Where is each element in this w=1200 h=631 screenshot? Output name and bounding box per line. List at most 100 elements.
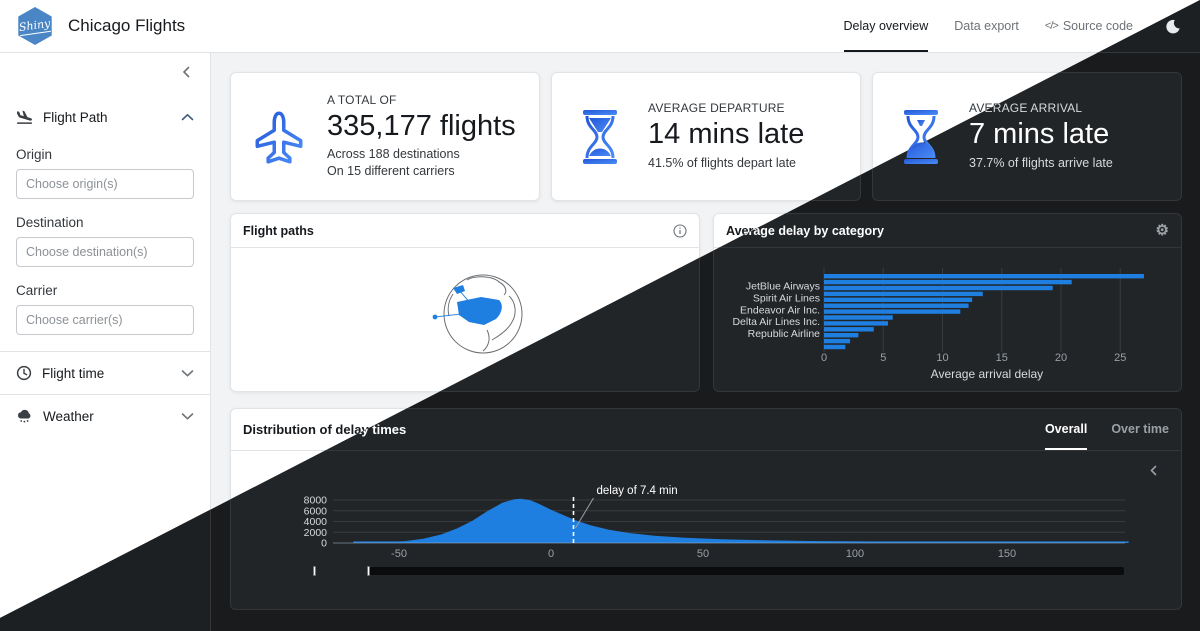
range-slider-track[interactable] [368, 567, 1124, 575]
y-tick-label: 2000 [304, 527, 328, 539]
card-title: Flight paths [243, 223, 314, 238]
chevron-up-icon [181, 110, 194, 125]
category-label: Spirit Air Lines [753, 293, 820, 305]
accordion-label: Flight time [42, 365, 105, 381]
bar [824, 338, 851, 344]
category-label: Delta Air Lines Inc. [732, 316, 820, 328]
chevron-left-icon[interactable] [1149, 463, 1158, 481]
x-tick-label: 0 [548, 548, 554, 560]
value-box-value: 14 mins late [648, 118, 805, 151]
accordion-header-weather[interactable]: Weather [0, 394, 210, 437]
tab-source-code[interactable]: </>Source code [1045, 0, 1133, 52]
value-box-title: A TOTAL OF [327, 92, 397, 107]
value-box-subtitle: 41.5% of flights depart late [648, 155, 797, 170]
bar [824, 344, 846, 350]
value-box-title: AVERAGE ARRIVAL [969, 101, 1083, 116]
origin-input[interactable] [16, 169, 194, 199]
tab-data-export[interactable]: Data export [954, 0, 1019, 52]
flight-paths-map [231, 248, 699, 391]
shiny-logo-text: Shiny [18, 16, 52, 36]
histogram-area [353, 498, 1129, 543]
chevron-left-icon [182, 66, 190, 78]
tab-label: Data export [954, 19, 1019, 33]
accordion-label: Weather [43, 408, 94, 424]
accordion-header-flight-path[interactable]: Flight Path [16, 103, 194, 131]
bar [824, 291, 983, 297]
accordion-flight-path: Flight Path Origin Destination Carrier [0, 93, 210, 337]
x-tick-label: 15 [996, 352, 1008, 364]
destination-input[interactable] [16, 237, 194, 267]
dark-mode-toggle[interactable] [1165, 19, 1180, 34]
bar [824, 279, 1072, 285]
clock-icon [16, 365, 32, 381]
range-slider [310, 565, 1126, 577]
destination-label: Destination [16, 215, 84, 230]
tab-over-time[interactable]: Over time [1111, 421, 1169, 436]
x-tick-label: -50 [391, 548, 407, 560]
plane-icon [255, 110, 303, 164]
moon-icon [1166, 19, 1180, 33]
tab-delay-overview[interactable]: Delay overview [843, 0, 929, 52]
value-box-total-flights: A TOTAL OF 335,177 flights Across 188 de… [230, 72, 540, 201]
tab-label: Delay overview [843, 19, 929, 33]
range-slider-handle-left[interactable] [313, 566, 316, 576]
x-tick-label: 100 [846, 548, 864, 560]
bar [824, 309, 961, 314]
category-label: Endeavor Air Inc. [740, 304, 820, 316]
accordion-body-flight-path: Origin Destination Carrier [16, 147, 194, 335]
hourglass-start-icon [583, 109, 617, 164]
navbar: Shiny Chicago Flights Delay overview Dat… [0, 0, 1200, 53]
x-tick-label: 10 [936, 352, 948, 364]
carrier-label: Carrier [16, 283, 58, 298]
bar [824, 321, 888, 326]
average-delay-card: Average delay by category ⚙ 0 5 10 15 20 25 Je… [713, 213, 1182, 392]
bar [824, 285, 1053, 291]
tab-label: Source code [1062, 19, 1133, 33]
y-tick-label: 6000 [304, 505, 328, 517]
chevron-down-icon [181, 366, 194, 381]
x-tick-label: 150 [998, 548, 1016, 560]
histogram-baseline-strip [353, 541, 1129, 543]
range-slider-handle-right[interactable] [367, 566, 370, 576]
x-tick-label: 20 [1055, 352, 1067, 364]
accordion-label: Flight Path [43, 109, 108, 125]
bar [824, 274, 1144, 279]
value-box-average-departure: AVERAGE DEPARTURE 14 mins late 41.5% of … [551, 72, 861, 201]
carrier-input[interactable] [16, 305, 194, 335]
annotation-arrow [575, 497, 594, 529]
code-icon: </> [1044, 20, 1059, 32]
x-tick-label: 0 [821, 352, 827, 364]
x-tick-label: 50 [697, 548, 709, 560]
x-axis-title: Average arrival delay [931, 367, 1044, 381]
tab-overall[interactable]: Overall [1044, 409, 1088, 450]
y-tick-label: 8000 [304, 495, 328, 507]
value-box-value: 7 mins late [969, 118, 1110, 151]
sidebar: Flight Path Origin Destination Carrier [0, 53, 211, 631]
x-tick-label: 5 [880, 352, 886, 364]
category-label: Republic Airline [748, 328, 821, 340]
annotation-text: delay of 7.4 min [596, 485, 677, 497]
value-box-value: 335,177 flights [327, 109, 516, 142]
shiny-logo: Shiny [18, 7, 52, 45]
y-tick-label: 4000 [304, 516, 328, 528]
value-box-title: AVERAGE DEPARTURE [648, 101, 785, 116]
card-title: Average delay by category [726, 223, 884, 238]
accordion-header-flight-time[interactable]: Flight time [0, 351, 210, 394]
globe-graphic [432, 274, 523, 354]
plane-arrival-icon [17, 110, 32, 124]
category-label: JetBlue Airways [746, 281, 820, 293]
info-icon[interactable] [673, 223, 687, 238]
gear-icon[interactable]: ⚙ [1155, 222, 1169, 239]
y-tick-label: 0 [321, 538, 327, 550]
bar [824, 333, 859, 338]
value-box-subtitle: On 15 different carriers [327, 164, 455, 179]
x-tick-label: 25 [1114, 352, 1126, 364]
bar [824, 303, 969, 308]
origin-label: Origin [16, 147, 53, 162]
sidebar-collapse-button[interactable] [181, 65, 192, 83]
app-title: Chicago Flights [68, 16, 186, 35]
navbar-tabs: Delay overview Data export </>Source cod… [843, 0, 1180, 52]
